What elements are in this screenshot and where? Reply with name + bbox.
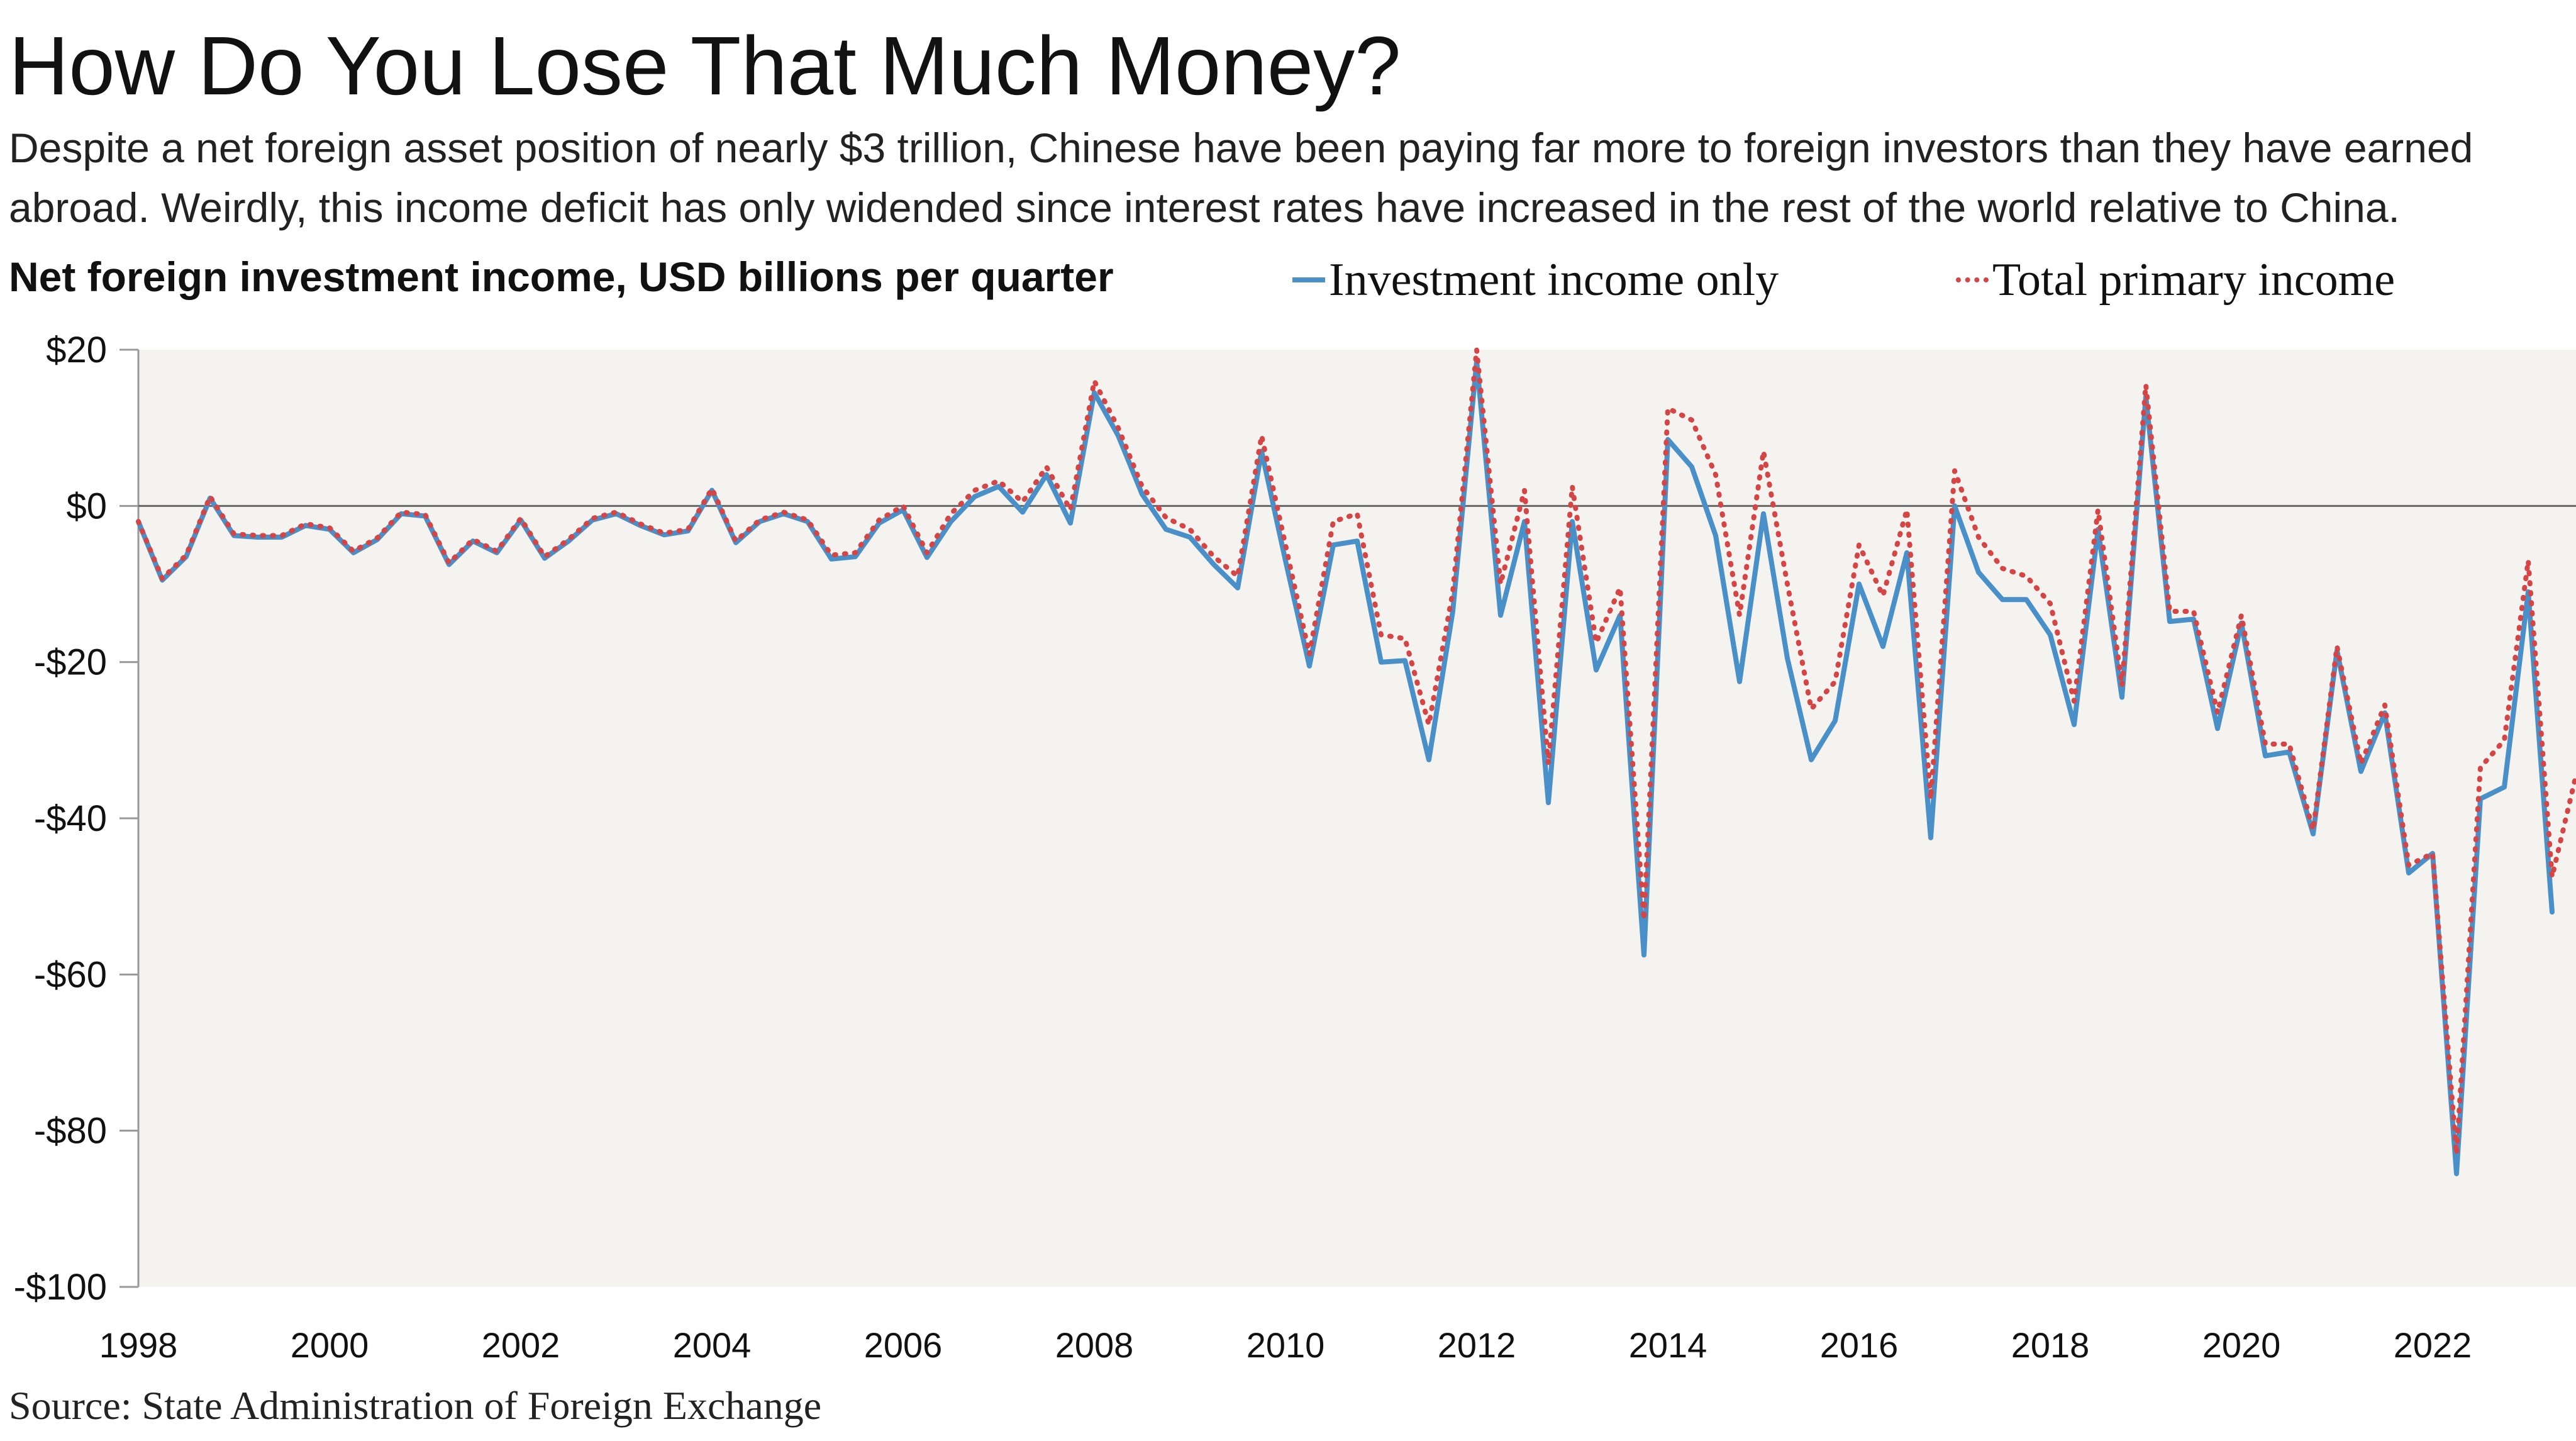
x-tick-label: 2012: [1438, 1325, 1516, 1365]
x-tick-label: 2022: [2394, 1325, 2472, 1365]
legend-label-investment-income: Investment income only: [1329, 254, 1779, 306]
y-tick-label: $20: [46, 330, 107, 370]
x-tick-label: 1998: [99, 1325, 178, 1365]
chart-title: How Do You Lose That Much Money?: [9, 19, 1401, 112]
x-tick-label: 2016: [1820, 1325, 1899, 1365]
x-tick-label: 2020: [2202, 1325, 2281, 1365]
x-tick-label: 2014: [1629, 1325, 1707, 1365]
y-tick-label: -$40: [34, 798, 107, 839]
legend-solid-line-icon: [1292, 277, 1325, 282]
legend-dotted-line-icon: [1956, 277, 1989, 282]
series-line-total-primary-income: [136, 347, 2576, 1157]
x-tick-label: 2008: [1055, 1325, 1134, 1365]
y-tick-label: -$60: [34, 954, 107, 995]
y-tick-label: -$100: [14, 1267, 107, 1308]
line-chart: $20 $0 -$20 -$40 -$60 -$80 -$100 1998 2000 2002 20…: [14, 330, 2576, 1365]
x-tick-label: 2004: [673, 1325, 752, 1365]
plot-area: [138, 350, 2576, 1287]
y-tick-label: $0: [66, 486, 107, 526]
x-tick-label: 2002: [482, 1325, 560, 1365]
chart-subtitle: Despite a net foreign asset position of …: [9, 125, 2473, 231]
chart-axis-label: Net foreign investment income, USD billi…: [9, 253, 1114, 300]
legend-item-investment-income: Investment income only: [1292, 252, 1779, 308]
x-tick-label: 2000: [291, 1325, 369, 1365]
x-tick-label: 2010: [1246, 1325, 1325, 1365]
source-note: Source: State Administration of Foreign …: [9, 1383, 822, 1428]
legend-item-total-primary-income: Total primary income: [1956, 252, 2395, 308]
x-tick-label: 2018: [2011, 1325, 2090, 1365]
y-tick-label: -$20: [34, 642, 107, 683]
legend-label-total-primary-income: Total primary income: [1992, 254, 2396, 306]
x-tick-label: 2006: [864, 1325, 943, 1365]
y-tick-label: -$80: [34, 1111, 107, 1152]
